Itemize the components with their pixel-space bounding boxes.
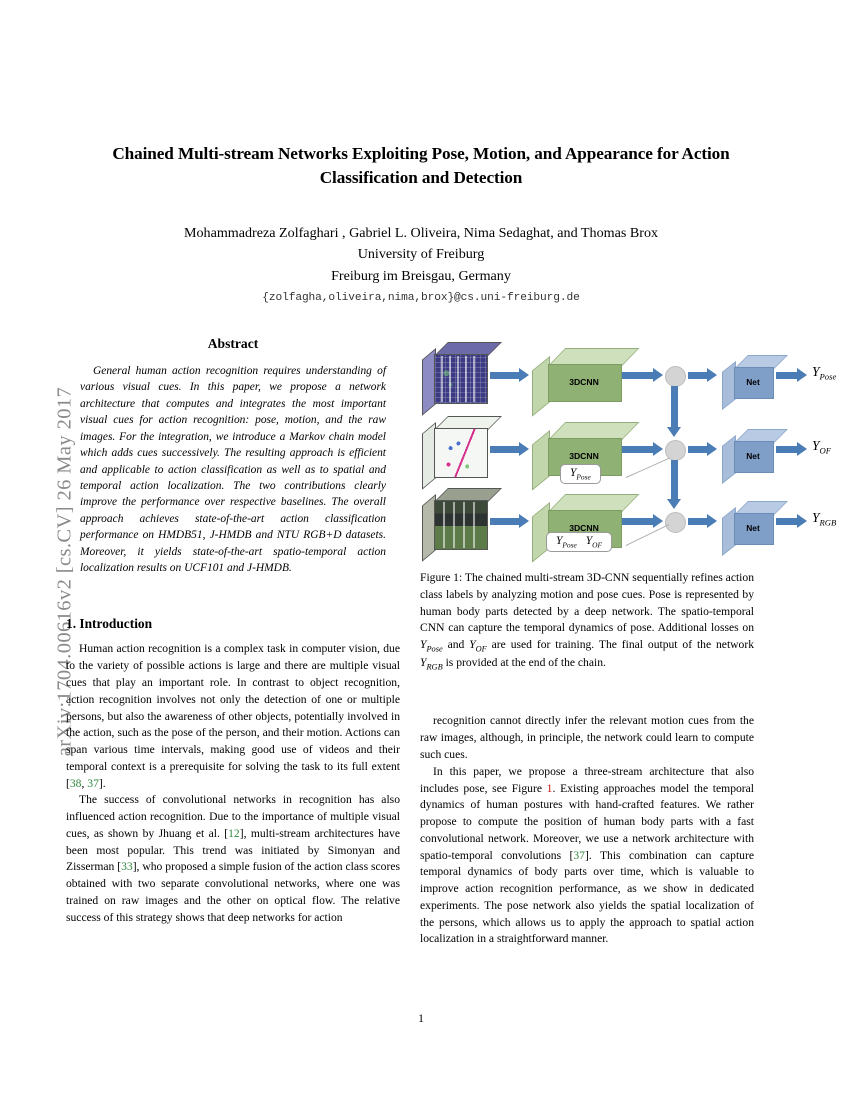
output-label-y-of: YOF xyxy=(812,438,832,456)
right-p2-pre: In this paper, we propose a three-stream… xyxy=(420,764,754,795)
arrow-rgb-input-to-cnn xyxy=(490,514,529,528)
feedback-box-y-pose-y-of: YPose YOF xyxy=(546,532,612,553)
affiliation-line-2: Freiburg im Breisgau, Germany xyxy=(331,267,511,284)
arrow-output-of xyxy=(776,442,807,456)
introduction-heading: 1. Introduction xyxy=(66,616,153,632)
right-paragraph-1: recognition cannot directly infer the re… xyxy=(420,714,754,761)
fig-caption-post: is provided at the end of the chain. xyxy=(442,656,606,670)
arrow-of-node-to-net xyxy=(688,442,717,456)
feedback-y-pose-symbol-2: YPose xyxy=(556,535,577,550)
right-p2-post: ]. This combination can capture temporal… xyxy=(420,848,754,946)
abstract-body: General human action recognition require… xyxy=(80,365,386,575)
input-volume-optical-flow xyxy=(422,416,502,490)
feedback-y-of-symbol: YOF xyxy=(585,535,602,550)
net-block-pose: Net xyxy=(722,355,788,410)
right-paragraph-2: In this paper, we propose a three-stream… xyxy=(420,764,754,948)
feedback-y-pose-symbol: YPose xyxy=(570,467,591,482)
input-volume-rgb xyxy=(422,488,502,562)
fusion-node-rgb xyxy=(665,512,686,533)
cnn-rgb-label: 3DCNN xyxy=(569,523,599,533)
fusion-node-pose xyxy=(665,366,686,387)
left-column: Abstract General human action recognitio… xyxy=(66,336,400,927)
fig-caption-mid-1: and xyxy=(442,638,470,652)
authors-line: Mohammadreza Zolfaghari , Gabriel L. Oli… xyxy=(183,225,659,241)
fig-caption-y-of: YOF xyxy=(469,638,487,654)
citation-37[interactable]: 37 xyxy=(87,776,99,790)
arxiv-stamp: arXiv:1704.00616v2 [cs.CV] 26 May 2017 xyxy=(0,0,76,1100)
fig-caption-mid-2: are used for training. The final output … xyxy=(486,638,754,652)
right-p2-mid: . Existing approaches model the temporal… xyxy=(420,781,755,862)
of-volume-front-face xyxy=(434,428,488,478)
chain-arrow-of-to-rgb xyxy=(667,460,681,509)
affiliation-line-1: University of Freiburg xyxy=(357,246,485,263)
fig-caption-y-rgb: YRGB xyxy=(420,656,443,672)
output-label-y-pose: YPose xyxy=(812,364,837,382)
figure-1: 3DCNN Net 3DCNN xyxy=(420,336,836,948)
arrow-rgb-node-to-net xyxy=(688,514,717,528)
cnn-pose-front-face xyxy=(548,364,622,402)
fig-caption-y-pose: YPose xyxy=(420,638,443,654)
arrow-pose-cnn-to-node xyxy=(622,368,663,382)
intro-paragraph-2: The success of convolutional networks in… xyxy=(66,792,400,926)
arrow-of-input-to-cnn xyxy=(490,442,529,456)
authors-block: Mohammadreza Zolfaghari , Gabriel L. Oli… xyxy=(74,223,768,304)
page-number: 1 xyxy=(418,1012,424,1025)
cnn-of-label: 3DCNN xyxy=(569,451,599,461)
pose-volume-front-face xyxy=(434,354,488,404)
intro-p2-text-mid: ], multi-stream architectures have been … xyxy=(66,826,400,874)
output-label-y-rgb: YRGB xyxy=(812,510,837,528)
arrow-output-pose xyxy=(776,368,807,382)
cnn-pose-label: 3DCNN xyxy=(569,377,599,387)
arrow-output-rgb xyxy=(776,514,807,528)
arrow-rgb-cnn-to-node xyxy=(622,514,663,528)
figure-reference-1[interactable]: 1 xyxy=(546,781,553,795)
arrow-of-cnn-to-node xyxy=(622,442,663,456)
intro-p1-sep: , xyxy=(81,776,88,790)
intro-p1-text-post: ]. xyxy=(98,776,106,790)
intro-p1-text-pre: Human action recognition is a complex ta… xyxy=(66,642,400,790)
chain-arrow-pose-to-of xyxy=(667,386,681,437)
intro-paragraph-1: Human action recognition is a complex ta… xyxy=(66,641,400,792)
net-rgb-label: Net xyxy=(746,523,760,533)
title-block: Chained Multi-stream Networks Exploiting… xyxy=(74,142,768,191)
input-volume-pose xyxy=(422,342,502,416)
citation-38[interactable]: 38 xyxy=(69,776,82,790)
net-of-label: Net xyxy=(746,451,760,461)
net-of-front-face xyxy=(734,441,774,473)
net-block-rgb: Net xyxy=(722,501,788,556)
leader-line-y-pose xyxy=(625,457,671,478)
abstract-heading: Abstract xyxy=(207,336,259,351)
citation-12[interactable]: 12 xyxy=(228,826,240,840)
fig-caption-pre: Figure 1: The chained multi-stream 3D-CN… xyxy=(420,571,754,635)
net-pose-front-face xyxy=(734,367,774,399)
arrow-pose-node-to-net xyxy=(688,368,717,382)
feedback-box-y-pose: YPose xyxy=(560,464,601,485)
figure-1-caption: Figure 1: The chained multi-stream 3D-CN… xyxy=(420,570,754,674)
intro-p2-text-post: ], who proposed a simple fusion of the a… xyxy=(66,860,400,924)
citation-33[interactable]: 33 xyxy=(121,860,133,874)
arrow-pose-input-to-cnn xyxy=(490,368,529,382)
leader-line-y-pose-y-of xyxy=(625,524,670,546)
cnn-block-pose: 3DCNN xyxy=(532,348,640,417)
net-pose-label: Net xyxy=(746,377,760,387)
contact-email: {zolfagha,oliveira,nima,brox}@cs.uni-fre… xyxy=(262,292,580,305)
net-rgb-front-face xyxy=(734,513,774,545)
page-title: Chained Multi-stream Networks Exploiting… xyxy=(112,144,730,188)
net-block-optical-flow: Net xyxy=(722,429,788,484)
rgb-volume-front-face xyxy=(434,500,488,550)
intro-p2-text-pre: The success of convolutional networks in… xyxy=(66,793,400,840)
figure-1-diagram: 3DCNN Net 3DCNN xyxy=(420,336,836,563)
citation-37-right[interactable]: 37 xyxy=(573,848,585,862)
paper-page: Chained Multi-stream Networks Exploiting… xyxy=(62,0,836,1100)
